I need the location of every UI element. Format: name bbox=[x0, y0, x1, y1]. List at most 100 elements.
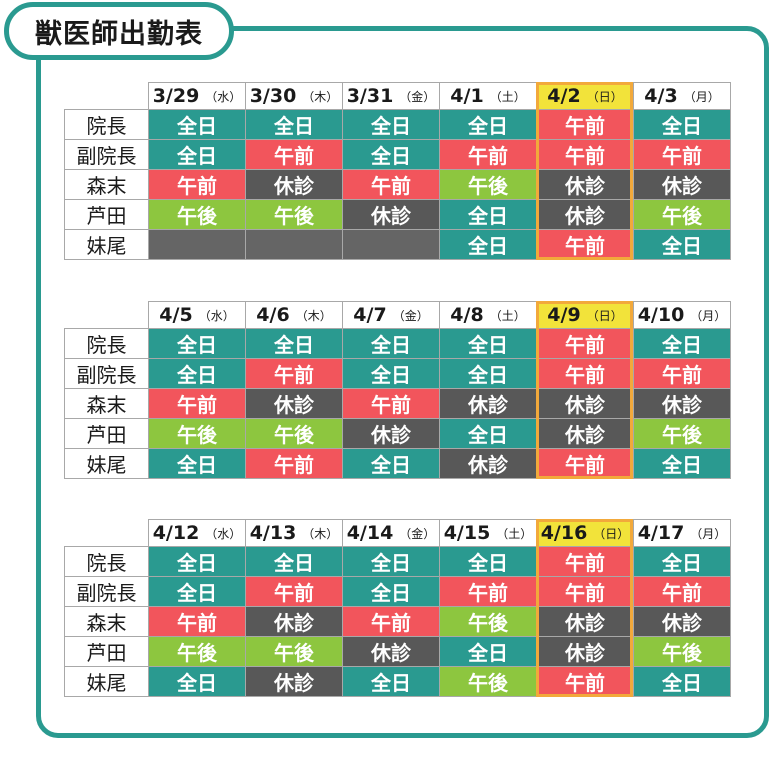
shift-cell: 午前 bbox=[439, 576, 537, 607]
staff-row: 副院長 全日 午前 全日 午前 午前 午前 bbox=[64, 576, 731, 607]
staff-row: 院長 全日 全日 全日 全日 午前 全日 bbox=[64, 546, 731, 577]
staff-row: 院長 全日 全日 全日 全日 午前 全日 bbox=[64, 328, 731, 359]
date-header: 4/6 （木） bbox=[245, 301, 343, 329]
date-header: 4/12 （水） bbox=[148, 519, 246, 547]
date-label: 4/5 bbox=[159, 304, 193, 326]
weekday-label: （日） bbox=[593, 526, 630, 541]
date-header: 3/30 （木） bbox=[245, 82, 343, 110]
date-label: 4/17 bbox=[637, 522, 685, 544]
shift-cell: 休診 bbox=[342, 418, 440, 449]
weekday-label: （土） bbox=[489, 89, 526, 104]
date-header: 3/29 （水） bbox=[148, 82, 246, 110]
weekday-label: （水） bbox=[205, 89, 242, 104]
shift-cell: 午後 bbox=[439, 169, 537, 200]
shift-cell: 全日 bbox=[245, 328, 343, 359]
shift-cell: 休診 bbox=[536, 606, 634, 637]
shift-cell bbox=[245, 229, 343, 260]
date-header-row: 4/12 （水） 4/13 （木） 4/14 （金） 4/15 （土） 4/16 （日） 4/17 （… bbox=[148, 519, 731, 547]
weekday-label: （日） bbox=[586, 89, 623, 104]
date-label: 4/12 bbox=[152, 522, 200, 544]
staff-row: 芦田 午後 午後 休診 全日 休診 午後 bbox=[64, 636, 731, 667]
staff-row: 妹尾 全日 休診 全日 午後 午前 全日 bbox=[64, 666, 731, 697]
schedule-frame bbox=[36, 26, 769, 738]
date-header: 4/17 （月） bbox=[633, 519, 731, 547]
date-header: 4/15 （土） bbox=[439, 519, 537, 547]
weekday-label: （金） bbox=[399, 526, 436, 541]
shift-cell: 休診 bbox=[245, 606, 343, 637]
shift-cell: 休診 bbox=[536, 199, 634, 230]
staff-row: 副院長 全日 午前 全日 全日 午前 午前 bbox=[64, 358, 731, 389]
shift-cell: 午後 bbox=[633, 418, 731, 449]
shift-cell: 午前 bbox=[633, 576, 731, 607]
shift-cell: 全日 bbox=[148, 139, 246, 170]
shift-cell: 午前 bbox=[633, 358, 731, 389]
date-label: 4/9 bbox=[547, 304, 581, 326]
date-header: 4/7 （金） bbox=[342, 301, 440, 329]
shift-cell: 午前 bbox=[342, 169, 440, 200]
date-label: 4/3 bbox=[644, 85, 678, 107]
shift-cell: 午前 bbox=[536, 358, 634, 389]
shift-cell: 午後 bbox=[148, 418, 246, 449]
shift-cell: 休診 bbox=[633, 388, 731, 419]
staff-row: 森末 午前 休診 午前 休診 休診 休診 bbox=[64, 388, 731, 419]
shift-cell: 休診 bbox=[633, 169, 731, 200]
date-header: 4/2 （日） bbox=[536, 82, 634, 110]
shift-cell: 全日 bbox=[439, 636, 537, 667]
shift-cell: 休診 bbox=[439, 448, 537, 479]
date-label: 3/31 bbox=[346, 85, 394, 107]
shift-cell: 午後 bbox=[439, 606, 537, 637]
shift-cell: 午後 bbox=[245, 418, 343, 449]
weekday-label: （金） bbox=[392, 308, 429, 323]
shift-cell: 午前 bbox=[148, 169, 246, 200]
shift-cell: 全日 bbox=[633, 666, 731, 697]
staff-row: 芦田 午後 午後 休診 全日 休診 午後 bbox=[64, 418, 731, 449]
staff-name: 妹尾 bbox=[64, 448, 149, 479]
shift-cell: 全日 bbox=[342, 109, 440, 140]
shift-cell: 休診 bbox=[536, 169, 634, 200]
shift-cell: 午前 bbox=[245, 139, 343, 170]
shift-cell: 全日 bbox=[342, 139, 440, 170]
shift-cell: 全日 bbox=[633, 328, 731, 359]
shift-cell: 全日 bbox=[633, 448, 731, 479]
weekday-label: （日） bbox=[586, 308, 623, 323]
staff-row: 院長 全日 全日 全日 全日 午前 全日 bbox=[64, 109, 731, 140]
shift-cell: 午前 bbox=[245, 448, 343, 479]
date-label: 4/14 bbox=[346, 522, 394, 544]
staff-name: 院長 bbox=[64, 546, 149, 577]
shift-cell: 全日 bbox=[148, 576, 246, 607]
staff-name: 妹尾 bbox=[64, 229, 149, 260]
shift-cell: 全日 bbox=[148, 448, 246, 479]
weekday-label: （月） bbox=[690, 526, 727, 541]
shift-cell: 午前 bbox=[148, 606, 246, 637]
shift-cell: 休診 bbox=[536, 636, 634, 667]
shift-cell: 全日 bbox=[148, 328, 246, 359]
shift-cell: 休診 bbox=[245, 388, 343, 419]
date-header: 4/9 （日） bbox=[536, 301, 634, 329]
shift-cell: 午前 bbox=[536, 109, 634, 140]
shift-cell: 午後 bbox=[633, 199, 731, 230]
shift-cell: 全日 bbox=[148, 666, 246, 697]
staff-name: 副院長 bbox=[64, 576, 149, 607]
shift-cell: 午後 bbox=[148, 199, 246, 230]
shift-cell: 休診 bbox=[633, 606, 731, 637]
shift-cell: 全日 bbox=[439, 199, 537, 230]
shift-cell: 全日 bbox=[342, 576, 440, 607]
weekday-label: （水） bbox=[198, 308, 235, 323]
shift-cell: 全日 bbox=[148, 546, 246, 577]
weekday-label: （金） bbox=[399, 89, 436, 104]
shift-cell: 午前 bbox=[536, 448, 634, 479]
date-label: 4/6 bbox=[256, 304, 290, 326]
shift-cell: 休診 bbox=[245, 666, 343, 697]
staff-name: 副院長 bbox=[64, 139, 149, 170]
shift-cell: 午後 bbox=[245, 636, 343, 667]
shift-cell: 全日 bbox=[439, 229, 537, 260]
date-header: 4/14 （金） bbox=[342, 519, 440, 547]
shift-cell: 午後 bbox=[439, 666, 537, 697]
staff-name: 芦田 bbox=[64, 636, 149, 667]
shift-cell: 午前 bbox=[536, 576, 634, 607]
shift-cell: 全日 bbox=[148, 109, 246, 140]
page-title: 獣医師出勤表 bbox=[4, 2, 234, 60]
shift-cell: 全日 bbox=[633, 109, 731, 140]
shift-cell: 全日 bbox=[633, 546, 731, 577]
shift-cell: 全日 bbox=[439, 358, 537, 389]
